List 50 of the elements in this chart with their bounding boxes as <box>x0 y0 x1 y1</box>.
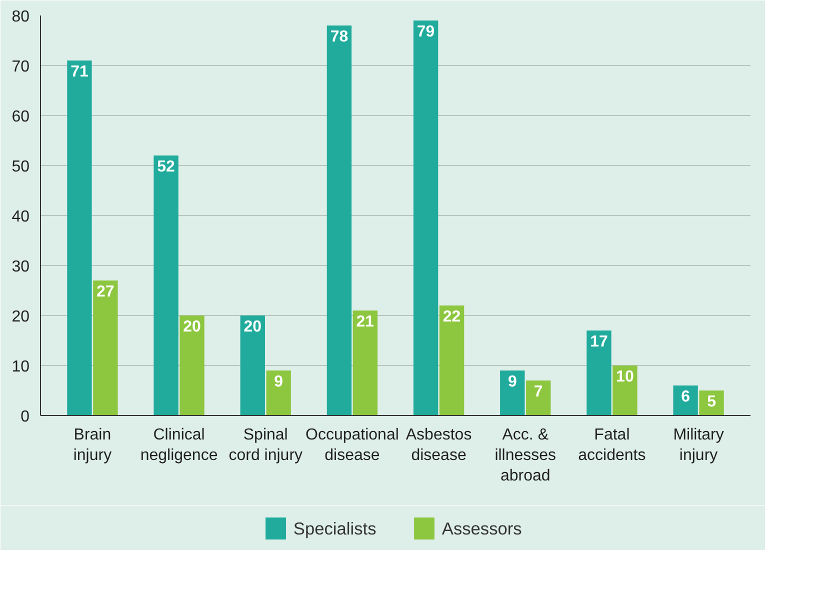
y-tick-label: 10 <box>12 358 30 376</box>
data-label: 27 <box>96 284 114 300</box>
data-label: 9 <box>274 374 284 390</box>
y-tick-label: 20 <box>12 308 30 326</box>
data-label: 10 <box>616 368 634 386</box>
data-label: 5 <box>707 394 716 410</box>
data-label: 20 <box>183 318 202 336</box>
x-tick-label: Acc. & illnesses abroad <box>494 426 556 484</box>
data-label: 71 <box>70 64 88 80</box>
data-label: 7 <box>534 384 543 400</box>
bar <box>439 306 464 416</box>
legend-label: Specialists <box>293 518 377 538</box>
bar <box>326 26 352 416</box>
data-label: 79 <box>416 24 435 40</box>
bar <box>93 280 118 416</box>
bar <box>266 370 291 416</box>
bar <box>240 316 265 416</box>
x-tick-label: Spinal cord injury <box>228 426 303 464</box>
data-label: 17 <box>590 334 608 350</box>
data-label: 52 <box>157 158 176 176</box>
x-tick-label: Brain injury <box>73 426 112 464</box>
data-label: 6 <box>681 388 690 406</box>
y-tick-label: 0 <box>20 408 30 426</box>
x-tick-label: Fatal accidents <box>578 426 646 464</box>
bar <box>526 380 551 416</box>
y-tick-label: 40 <box>12 208 30 226</box>
data-label: 9 <box>508 374 517 390</box>
data-label: 78 <box>330 28 348 46</box>
bar <box>67 60 92 416</box>
bar <box>180 316 204 416</box>
y-tick-label: 60 <box>12 108 30 126</box>
x-tick-label: Military injury <box>673 426 724 464</box>
bar <box>413 20 438 416</box>
y-tick-label: 80 <box>12 8 30 26</box>
y-tick-label: 50 <box>12 158 30 176</box>
y-tick-label: 30 <box>12 258 30 276</box>
y-tick-label: 70 <box>12 58 30 76</box>
data-label: 20 <box>244 318 262 336</box>
legend-label: Assessors <box>442 518 522 538</box>
bar <box>586 330 612 416</box>
x-tick-label: Clinical negligence <box>140 426 218 464</box>
bar <box>673 386 698 416</box>
bar <box>352 310 378 416</box>
bar <box>500 370 525 416</box>
data-label: 21 <box>356 314 374 330</box>
data-label: 22 <box>442 308 461 326</box>
x-tick-label: Occupational disease <box>306 426 399 464</box>
bar <box>612 366 638 416</box>
bar <box>154 156 178 416</box>
x-tick-label: Asbestos disease <box>406 426 472 464</box>
